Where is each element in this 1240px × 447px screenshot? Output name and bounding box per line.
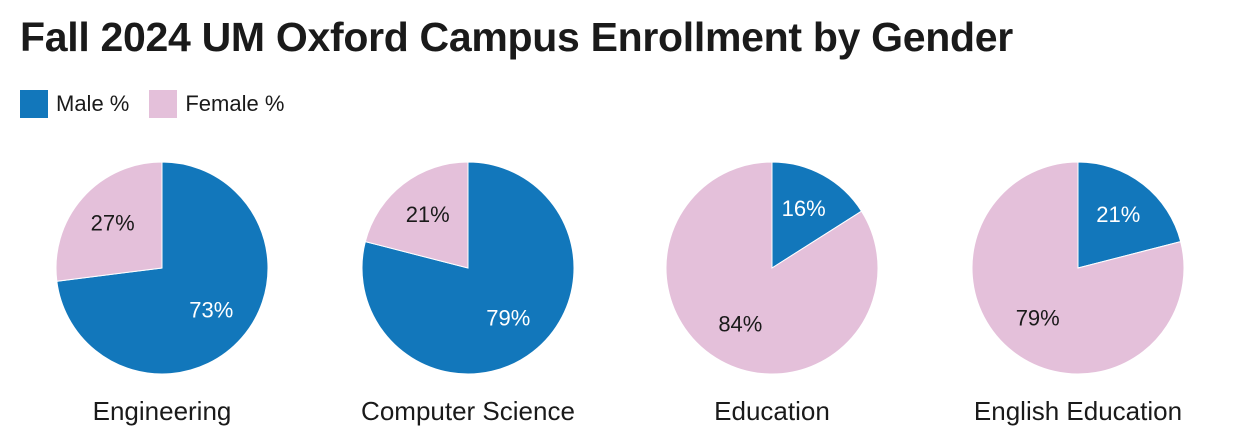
data-label-female-education: 84% bbox=[718, 311, 762, 336]
data-label-male-engineering: 73% bbox=[189, 297, 233, 322]
legend-item-male: Male % bbox=[20, 90, 129, 118]
category-label-english-education: English Education bbox=[973, 396, 1183, 426]
data-label-male-education: 16% bbox=[782, 196, 826, 221]
legend: Male % Female % bbox=[20, 90, 304, 118]
category-label-education: Education bbox=[714, 396, 830, 426]
data-label-male-computer-science: 79% bbox=[486, 306, 530, 331]
pie-slice-male-education bbox=[771, 161, 863, 269]
chart-title: Fall 2024 UM Oxford Campus Enrollment by… bbox=[20, 14, 1013, 60]
legend-label-female: Female % bbox=[185, 91, 285, 116]
legend-swatch-male bbox=[20, 90, 48, 118]
legend-swatch-female bbox=[149, 90, 178, 118]
data-label-female-english-education: 79% bbox=[1016, 306, 1060, 331]
category-label-engineering: Engineering bbox=[92, 396, 232, 426]
data-label-male-english-education: 21% bbox=[1096, 202, 1140, 227]
data-label-female-computer-science: 21% bbox=[406, 202, 450, 227]
category-label-computer-science: Computer Science bbox=[361, 396, 575, 426]
pie-slice-female-engineering bbox=[55, 161, 163, 282]
pie-slice-male-english-education bbox=[1077, 161, 1182, 269]
pie-slice-female-education bbox=[665, 161, 879, 375]
legend-label-male: Male % bbox=[56, 91, 130, 116]
pie-slice-male-computer-science bbox=[361, 161, 575, 375]
data-label-female-engineering: 27% bbox=[91, 210, 135, 235]
pie-slice-female-computer-science bbox=[364, 161, 469, 269]
pie-slice-female-english-education bbox=[971, 161, 1185, 375]
legend-item-female: Female % bbox=[149, 90, 284, 118]
